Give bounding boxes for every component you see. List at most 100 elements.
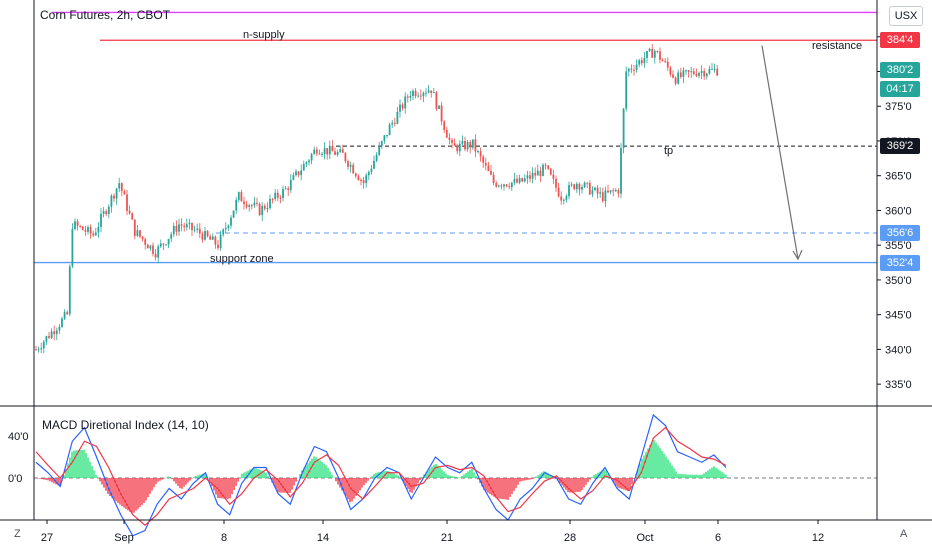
candle-down: [544, 164, 547, 166]
candle-down: [315, 149, 318, 154]
candle-up: [625, 71, 628, 109]
candle-up: [653, 50, 656, 58]
candle-up: [526, 175, 529, 179]
candle-up: [204, 231, 206, 240]
candle-down: [279, 197, 282, 199]
currency-selector[interactable]: USX: [889, 6, 923, 26]
candle-down: [123, 191, 126, 195]
candle-down: [674, 77, 677, 84]
candle-up: [165, 244, 167, 246]
price-tick-label: 340'0: [885, 344, 912, 356]
candle-down: [453, 142, 456, 146]
candle-up: [638, 60, 641, 65]
candle-down: [469, 142, 472, 148]
timezone-button[interactable]: Z: [14, 528, 21, 540]
time-tick-label: 21: [441, 532, 453, 544]
candle-up: [94, 232, 97, 236]
candle-down: [352, 164, 355, 174]
candle-up: [40, 348, 43, 350]
candle-up: [178, 224, 180, 232]
candle-down: [651, 48, 654, 58]
candle-up: [562, 199, 565, 201]
candle-up: [575, 183, 578, 190]
candle-up: [107, 206, 110, 215]
candle-down: [146, 244, 149, 249]
price-tick-label: 335'0: [885, 379, 912, 391]
candle-down: [679, 72, 682, 77]
support-zone-label: support zone: [210, 253, 274, 265]
candle-down: [607, 190, 609, 193]
candle-up: [237, 192, 240, 200]
candle-up: [375, 154, 378, 161]
price-tick-label: 345'0: [885, 310, 912, 322]
candle-up: [643, 57, 646, 64]
candle-down: [495, 182, 498, 187]
candle-up: [193, 229, 196, 231]
candle-up: [646, 51, 648, 58]
candle-up: [503, 184, 505, 187]
candle-up: [568, 185, 570, 197]
candle-up: [461, 140, 464, 144]
candle-up: [87, 227, 89, 232]
candle-down: [557, 187, 560, 197]
candle-up: [466, 142, 469, 150]
candle-up: [45, 336, 48, 342]
time-tick-label: 28: [564, 532, 576, 544]
candle-up: [383, 135, 386, 142]
candle-down: [401, 104, 404, 109]
candle-up: [370, 168, 373, 172]
candle-down: [435, 92, 438, 109]
candle-down: [661, 59, 664, 62]
candle-up: [708, 68, 711, 74]
tp-label: tp: [664, 145, 673, 157]
candle-down: [492, 174, 495, 183]
candle-down: [180, 224, 183, 226]
auto-scale-button[interactable]: A: [900, 528, 908, 540]
candle-up: [42, 341, 45, 349]
candle-up: [305, 162, 308, 165]
candle-up: [310, 154, 313, 161]
candle-up: [536, 170, 539, 176]
candle-down: [596, 187, 599, 194]
candle-up: [349, 164, 352, 167]
candle-up: [432, 92, 435, 94]
candle-down: [120, 183, 123, 192]
candle-up: [71, 229, 74, 267]
candle-up: [219, 234, 222, 249]
candle-down: [201, 233, 204, 240]
candle-up: [391, 122, 394, 125]
candle-up: [396, 111, 399, 124]
candle-up: [581, 187, 583, 190]
time-tick-label: 14: [317, 532, 329, 544]
candle-down: [612, 190, 615, 192]
time-tick-label: 6: [715, 532, 721, 544]
candle-down: [555, 178, 557, 188]
candle-up: [253, 202, 256, 206]
candle-up: [308, 160, 310, 163]
candle-down: [331, 145, 334, 152]
candle-down: [214, 236, 217, 245]
candle-down: [79, 225, 82, 227]
resistance-label: resistance: [812, 40, 862, 52]
candle-down: [198, 228, 201, 234]
candle-down: [76, 221, 79, 226]
candle-up: [388, 124, 391, 136]
candle-down: [126, 194, 128, 211]
candle-up: [50, 331, 53, 338]
candle-down: [393, 122, 396, 124]
candle-down: [633, 69, 635, 71]
candle-down: [669, 67, 672, 75]
candle-up: [477, 151, 479, 153]
candle-up: [510, 182, 513, 188]
candle-up: [266, 207, 269, 209]
candle-down: [209, 236, 212, 240]
macd-tick-label: 40'0: [8, 431, 28, 443]
candle-up: [497, 185, 500, 187]
candle-down: [152, 245, 154, 254]
candle-down: [578, 183, 581, 190]
candle-down: [573, 184, 576, 190]
candle-up: [404, 96, 407, 109]
support-lower-price-tag: 352'4: [880, 254, 920, 271]
candle-down: [552, 174, 555, 179]
